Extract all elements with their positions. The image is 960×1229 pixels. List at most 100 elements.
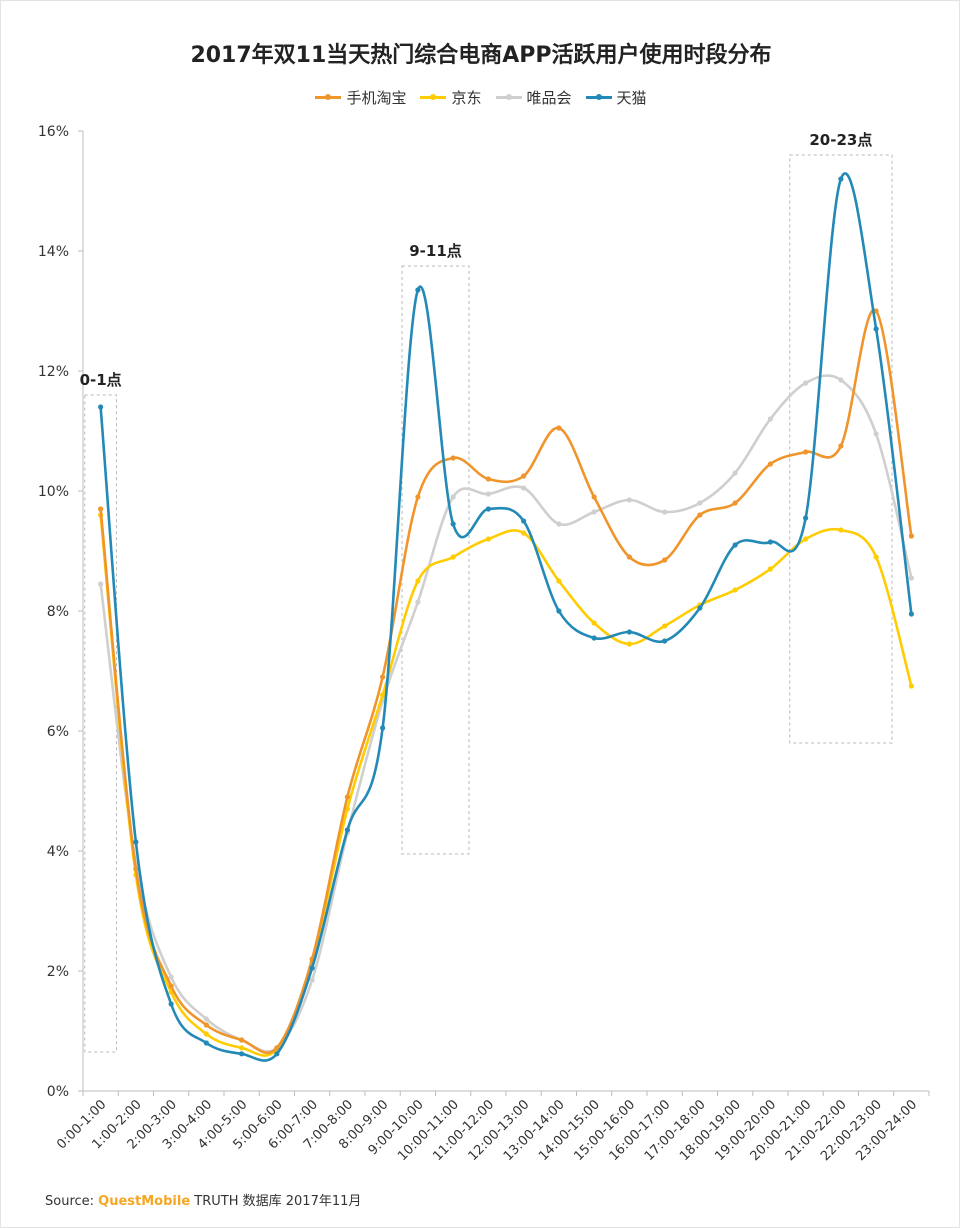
data-point-唯品会 <box>873 431 879 437</box>
data-point-天猫 <box>838 176 844 182</box>
data-point-京东 <box>521 530 527 536</box>
data-point-手机淘宝 <box>133 866 139 872</box>
legend-item: 唯品会 <box>495 87 572 108</box>
annotation-box <box>84 394 117 1053</box>
data-point-手机淘宝 <box>908 533 914 539</box>
data-point-唯品会 <box>203 1016 209 1022</box>
data-point-京东 <box>908 683 914 689</box>
y-tick-label: 16% <box>38 124 69 140</box>
data-point-手机淘宝 <box>591 494 597 500</box>
legend-label: 京东 <box>451 89 482 107</box>
annotation-label: 20-23点 <box>809 131 872 149</box>
annotation-label: 0-1点 <box>80 371 122 389</box>
data-point-京东 <box>239 1045 245 1051</box>
data-point-京东 <box>556 578 562 584</box>
data-point-天猫 <box>203 1040 209 1046</box>
data-point-天猫 <box>521 518 527 524</box>
data-point-手机淘宝 <box>521 473 527 479</box>
data-point-天猫 <box>697 605 703 611</box>
chart-legend: 手机淘宝 京东 唯品会 天猫 <box>1 87 960 108</box>
y-tick-label: 8% <box>47 604 69 620</box>
data-point-京东 <box>838 527 844 533</box>
y-tick-label: 4% <box>47 844 69 860</box>
data-point-唯品会 <box>309 977 315 983</box>
data-point-天猫 <box>556 608 562 614</box>
data-point-手机淘宝 <box>239 1037 245 1043</box>
data-point-唯品会 <box>732 470 738 476</box>
data-point-手机淘宝 <box>732 500 738 506</box>
data-point-手机淘宝 <box>697 512 703 518</box>
data-point-唯品会 <box>168 974 174 980</box>
data-point-天猫 <box>626 629 632 635</box>
data-point-手机淘宝 <box>662 557 668 563</box>
data-point-唯品会 <box>485 491 491 497</box>
data-point-京东 <box>803 536 809 542</box>
data-point-手机淘宝 <box>380 674 386 680</box>
legend-label: 唯品会 <box>526 89 572 107</box>
data-point-唯品会 <box>767 416 773 422</box>
data-point-唯品会 <box>662 509 668 515</box>
annotation-label: 9-11点 <box>409 242 462 260</box>
data-point-手机淘宝 <box>626 554 632 560</box>
data-point-天猫 <box>450 521 456 527</box>
data-point-手机淘宝 <box>556 425 562 431</box>
data-point-手机淘宝 <box>203 1022 209 1028</box>
data-point-京东 <box>380 692 386 698</box>
data-point-京东 <box>203 1031 209 1037</box>
legend-item: 手机淘宝 <box>315 87 406 108</box>
legend-swatch <box>585 94 612 100</box>
source-note: Source: QuestMobile TRUTH 数据库 2017年11月 <box>45 1190 361 1209</box>
annotation-box <box>401 265 470 855</box>
data-point-唯品会 <box>591 509 597 515</box>
source-brand: QuestMobile <box>98 1194 191 1209</box>
data-point-唯品会 <box>697 500 703 506</box>
y-tick-label: 10% <box>38 484 69 500</box>
data-point-天猫 <box>415 287 421 293</box>
y-tick-label: 2% <box>47 964 69 980</box>
data-point-天猫 <box>380 725 386 731</box>
data-point-手机淘宝 <box>98 506 104 512</box>
data-point-天猫 <box>274 1051 280 1057</box>
series-line-天猫 <box>99 172 913 1062</box>
legend-swatch <box>495 94 522 100</box>
data-point-唯品会 <box>803 380 809 386</box>
data-point-京东 <box>415 578 421 584</box>
y-tick-label: 0% <box>47 1084 69 1100</box>
data-point-京东 <box>732 587 738 593</box>
data-point-天猫 <box>344 827 350 833</box>
data-point-京东 <box>662 623 668 629</box>
series-line-京东 <box>99 513 913 1057</box>
legend-label: 天猫 <box>616 89 647 107</box>
data-point-天猫 <box>767 539 773 545</box>
data-point-唯品会 <box>838 377 844 383</box>
data-point-天猫 <box>239 1051 245 1057</box>
legend-item: 天猫 <box>585 87 647 108</box>
chart-title: 2017年双11当天热门综合电商APP活跃用户使用时段分布 <box>190 43 772 68</box>
data-point-唯品会 <box>626 497 632 503</box>
legend-swatch <box>420 94 447 100</box>
data-point-唯品会 <box>98 581 104 587</box>
data-point-手机淘宝 <box>803 449 809 455</box>
data-point-天猫 <box>908 611 914 617</box>
annotation-box <box>789 154 893 744</box>
data-point-天猫 <box>98 404 104 410</box>
data-point-京东 <box>485 536 491 542</box>
data-point-手机淘宝 <box>767 461 773 467</box>
data-point-京东 <box>767 566 773 572</box>
y-tick-label: 12% <box>38 364 69 380</box>
data-point-手机淘宝 <box>485 476 491 482</box>
legend-label: 手机淘宝 <box>346 89 407 107</box>
data-point-天猫 <box>133 839 139 845</box>
data-point-天猫 <box>873 326 879 332</box>
data-point-手机淘宝 <box>415 494 421 500</box>
data-point-天猫 <box>309 965 315 971</box>
data-point-唯品会 <box>521 485 527 491</box>
data-point-唯品会 <box>908 575 914 581</box>
data-point-手机淘宝 <box>450 455 456 461</box>
data-point-唯品会 <box>450 494 456 500</box>
data-point-京东 <box>450 554 456 560</box>
y-tick-label: 6% <box>47 724 69 740</box>
data-point-天猫 <box>485 506 491 512</box>
data-point-天猫 <box>168 1001 174 1007</box>
